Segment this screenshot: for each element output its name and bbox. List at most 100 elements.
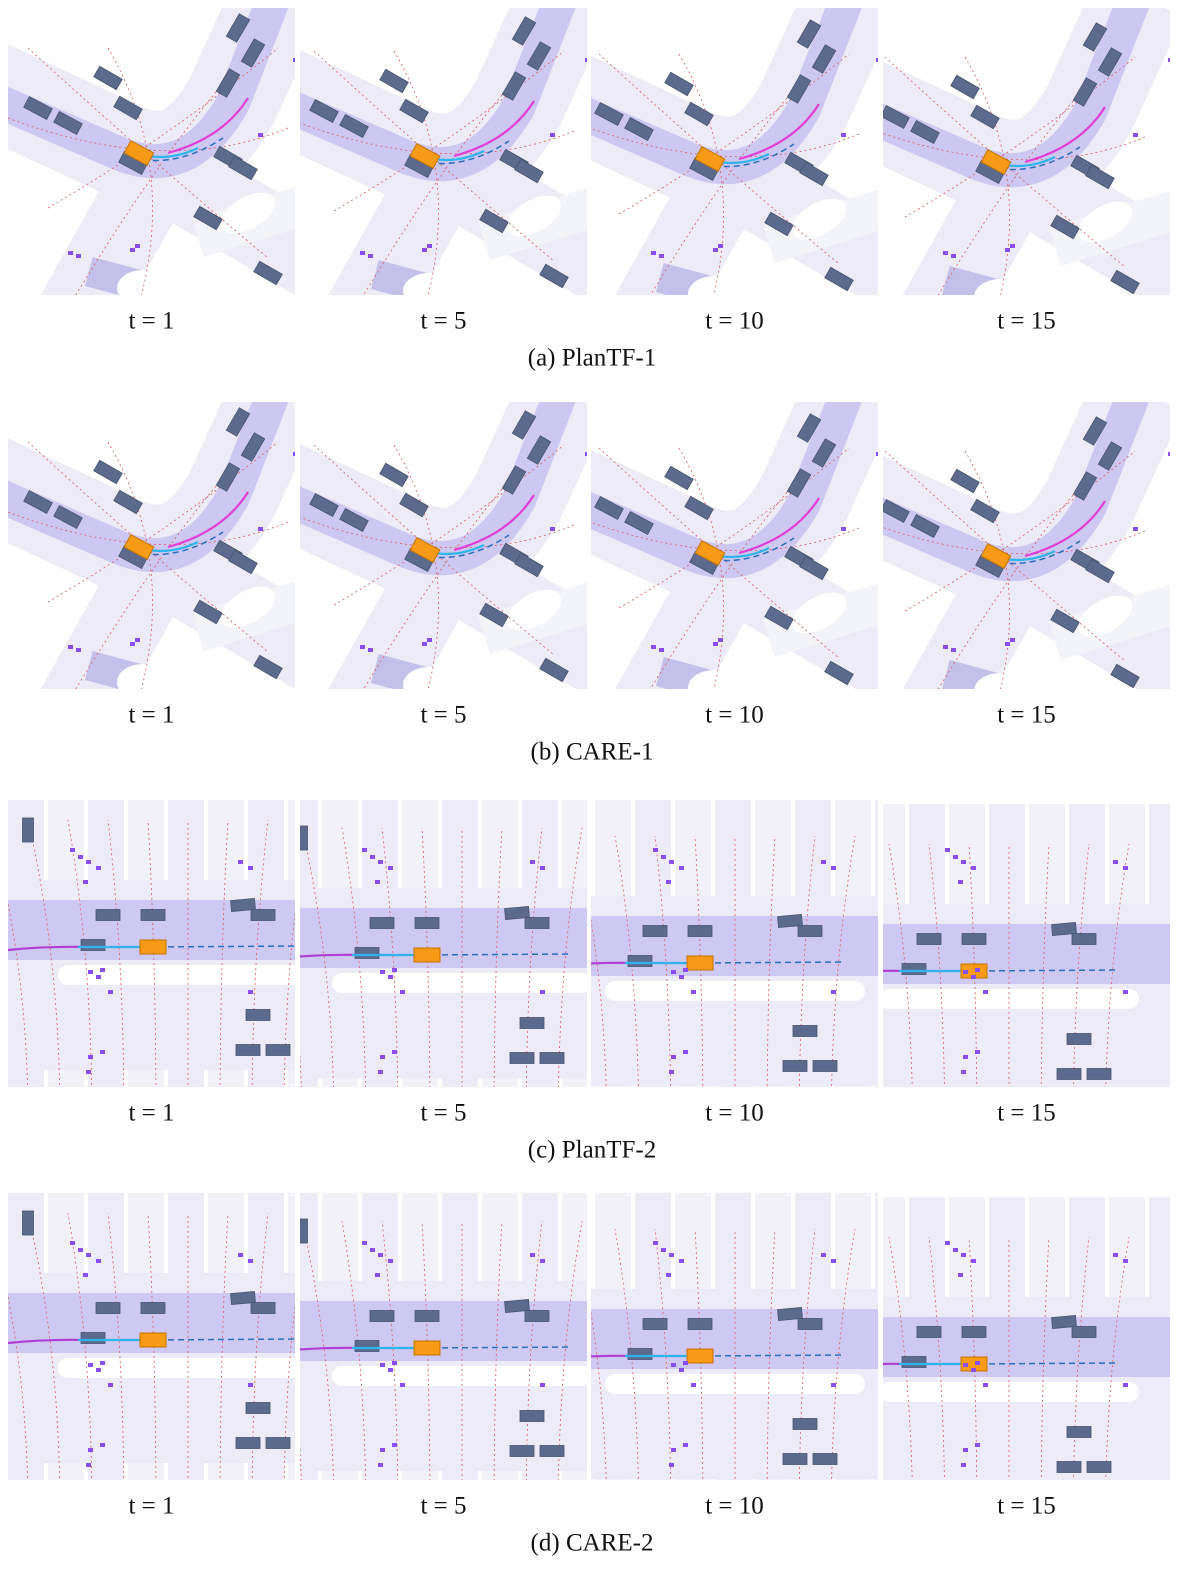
- pedestrian: [68, 251, 73, 255]
- ego-vehicle: [140, 1333, 166, 1347]
- panel-label: t = 10: [705, 702, 764, 729]
- pedestrian: [653, 1241, 658, 1245]
- agent-vehicle: [251, 1303, 275, 1314]
- pedestrian: [375, 1273, 380, 1277]
- pedestrian: [388, 866, 393, 870]
- agent-vehicle: [510, 1053, 534, 1064]
- pedestrian: [78, 1248, 83, 1252]
- pedestrian: [831, 1383, 836, 1387]
- agent-vehicle: [236, 1438, 260, 1449]
- pedestrian: [70, 848, 75, 852]
- agent-vehicle: [370, 1311, 394, 1322]
- panel-label: t = 15: [997, 308, 1056, 335]
- pedestrian: [400, 990, 405, 994]
- pedestrian: [86, 1070, 91, 1074]
- pedestrian: [679, 866, 684, 870]
- pedestrian: [821, 860, 826, 864]
- pedestrian: [378, 1463, 383, 1467]
- agent-vehicle: [96, 1303, 120, 1314]
- pedestrian: [1123, 1383, 1128, 1387]
- panel-label: t = 1: [128, 308, 174, 335]
- pedestrian: [380, 1055, 385, 1059]
- pedestrian: [540, 1259, 545, 1263]
- agent-vehicle: [266, 1438, 290, 1449]
- agent-vehicle: [793, 1026, 817, 1037]
- agent-vehicle: [525, 918, 549, 929]
- pedestrian: [975, 1050, 980, 1054]
- panel-label: t = 10: [705, 1493, 764, 1520]
- row-caption: (d) CARE-2: [531, 1530, 654, 1557]
- pedestrian: [96, 1368, 101, 1372]
- pedestrian: [669, 1463, 674, 1467]
- agent-vehicle: [962, 1327, 986, 1338]
- pedestrian: [293, 58, 298, 62]
- agent-vehicle: [246, 1403, 270, 1414]
- pedestrian: [378, 1070, 383, 1074]
- pedestrian: [427, 244, 432, 248]
- pedestrian: [718, 638, 723, 642]
- agent-vehicle: [783, 1061, 807, 1072]
- island: [688, 276, 740, 312]
- pedestrian: [135, 638, 140, 642]
- pedestrian: [258, 133, 263, 137]
- pedestrian: [392, 1443, 397, 1447]
- pedestrian: [661, 855, 666, 859]
- pedestrian: [961, 1253, 966, 1257]
- pedestrian: [130, 642, 135, 646]
- pedestrian: [78, 855, 83, 859]
- agent-vehicle: [1067, 1034, 1091, 1045]
- pedestrian: [378, 860, 383, 864]
- pedestrian: [683, 1050, 688, 1054]
- agent-vehicle: [96, 910, 120, 921]
- pedestrian: [360, 251, 365, 255]
- pedestrian: [961, 1070, 966, 1074]
- island: [403, 667, 455, 703]
- pedestrian: [370, 855, 375, 859]
- pedestrian: [945, 1241, 950, 1245]
- panel-label: t = 15: [997, 1100, 1056, 1127]
- pedestrian: [540, 990, 545, 994]
- pedestrian: [671, 1363, 676, 1367]
- pedestrian: [1123, 1259, 1128, 1263]
- agent-vehicle: [236, 1045, 260, 1056]
- pedestrian: [683, 968, 688, 972]
- pedestrian: [388, 1368, 393, 1372]
- pedestrian: [671, 1055, 676, 1059]
- pedestrian: [70, 1241, 75, 1245]
- pedestrian: [540, 866, 545, 870]
- pedestrian: [1010, 244, 1015, 248]
- agent-vehicle: [1072, 934, 1096, 945]
- pedestrian: [831, 1259, 836, 1263]
- pedestrian: [238, 1253, 243, 1257]
- pedestrian: [713, 248, 718, 252]
- pedestrian: [718, 244, 723, 248]
- pedestrian: [975, 968, 980, 972]
- pedestrian: [76, 254, 81, 258]
- agent-vehicle: [1087, 1069, 1111, 1080]
- pedestrian: [86, 1253, 91, 1257]
- pedestrian: [392, 1361, 397, 1365]
- pedestrian: [130, 248, 135, 252]
- pedestrian: [679, 975, 684, 979]
- panel-label: t = 10: [705, 308, 764, 335]
- pedestrian: [821, 1253, 826, 1257]
- pedestrian: [293, 452, 298, 456]
- panel-label: t = 1: [128, 702, 174, 729]
- panel-label: t = 5: [420, 308, 466, 335]
- panel-label: t = 5: [420, 1493, 466, 1520]
- agent-vehicle: [266, 1045, 290, 1056]
- pedestrian: [258, 527, 263, 531]
- pedestrian: [671, 1448, 676, 1452]
- pedestrian: [943, 645, 948, 649]
- agent-vehicle: [813, 1061, 837, 1072]
- scene-panel: [254, 0, 614, 331]
- pedestrian: [1133, 133, 1138, 137]
- pedestrian: [360, 645, 365, 649]
- lane: [0, 780, 4, 1120]
- island: [117, 270, 169, 306]
- pedestrian: [971, 975, 976, 979]
- pedestrian: [238, 860, 243, 864]
- panel-label: t = 1: [128, 1493, 174, 1520]
- pedestrian: [679, 1259, 684, 1263]
- pedestrian: [943, 251, 948, 255]
